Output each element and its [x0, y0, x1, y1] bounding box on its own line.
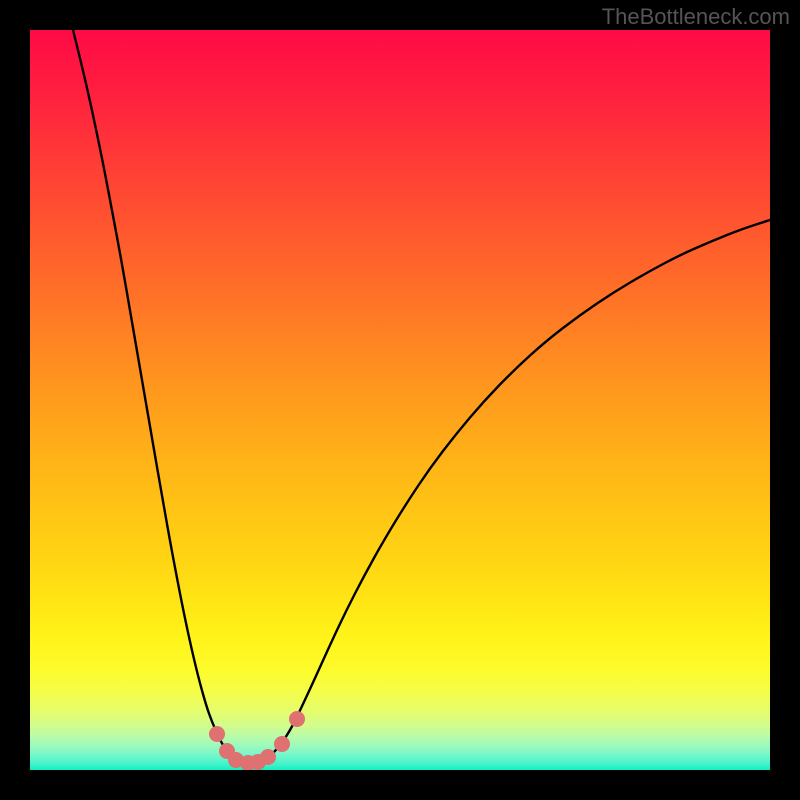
- heat-gradient-background: [30, 30, 770, 770]
- chart-root: TheBottleneck.com: [0, 0, 800, 800]
- watermark-text: TheBottleneck.com: [602, 4, 790, 30]
